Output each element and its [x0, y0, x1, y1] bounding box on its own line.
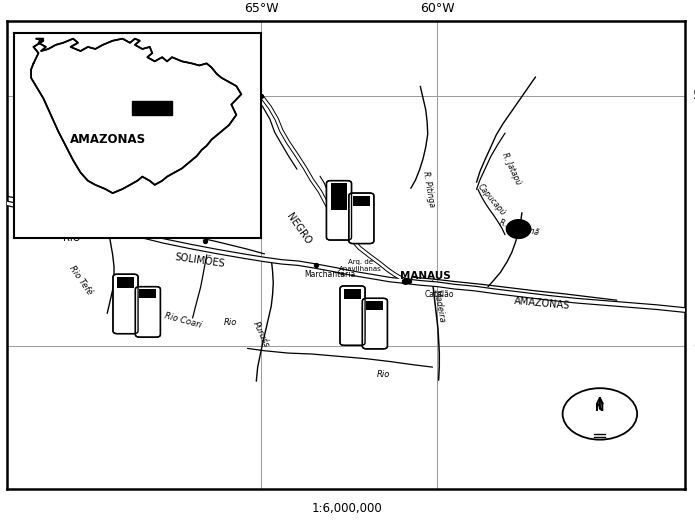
FancyBboxPatch shape [362, 298, 387, 349]
Text: 5°S: 5°S [693, 89, 695, 102]
Text: Rio Coari: Rio Coari [163, 311, 203, 330]
Text: R. Uatumã: R. Uatumã [498, 218, 539, 237]
Text: R. Pitinga: R. Pitinga [421, 171, 436, 208]
Text: 65°W: 65°W [244, 2, 279, 15]
Bar [117, 277, 134, 288]
FancyBboxPatch shape [327, 180, 352, 240]
FancyBboxPatch shape [340, 286, 365, 345]
Bar [331, 184, 348, 211]
Bar [366, 301, 384, 310]
Text: Rio: Rio [224, 318, 237, 327]
Text: 0°S: 0°S [693, 340, 695, 353]
Text: AMAZONAS: AMAZONAS [70, 133, 146, 146]
Text: Madeira: Madeira [432, 289, 447, 324]
Text: Capucapú: Capucapú [475, 182, 507, 217]
Text: N: N [595, 404, 605, 413]
Polygon shape [507, 220, 531, 238]
Bar [133, 101, 172, 115]
Bar [140, 290, 156, 298]
Text: Marchantaria: Marchantaria [304, 270, 356, 279]
FancyBboxPatch shape [349, 193, 374, 243]
Polygon shape [31, 38, 241, 193]
Text: 1:6,000,000: 1:6,000,000 [312, 502, 383, 515]
Text: AMAZONAS: AMAZONAS [514, 296, 571, 311]
Text: Arq. de
Anavilhanas: Arq. de Anavilhanas [339, 259, 382, 272]
Bar [344, 289, 361, 300]
Text: NEGRO: NEGRO [284, 212, 313, 246]
Text: RIO: RIO [185, 159, 202, 168]
Text: R. Jatapú: R. Jatapú [500, 151, 523, 186]
FancyBboxPatch shape [113, 274, 138, 334]
Text: Rio Tefé: Rio Tefé [67, 264, 93, 297]
FancyBboxPatch shape [136, 287, 161, 337]
Text: Catalão: Catalão [425, 290, 454, 299]
Text: RIO: RIO [63, 233, 80, 243]
Text: Rio: Rio [377, 370, 390, 379]
Text: Puruśs: Puruśs [251, 320, 271, 349]
Bar [353, 196, 370, 206]
Text: 60°W: 60°W [420, 2, 455, 15]
Text: SOLIMÕES: SOLIMÕES [174, 252, 226, 269]
Text: MANAUS: MANAUS [400, 271, 450, 281]
